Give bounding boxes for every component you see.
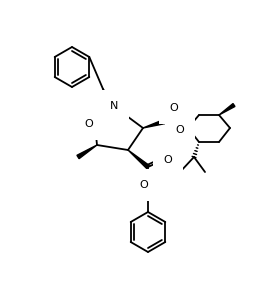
Polygon shape (128, 150, 149, 169)
Text: O: O (176, 125, 184, 135)
Text: N: N (110, 101, 118, 111)
Polygon shape (77, 145, 97, 159)
Text: O: O (170, 103, 178, 113)
Polygon shape (219, 103, 235, 115)
Text: O: O (140, 180, 148, 190)
Text: O: O (85, 119, 93, 129)
Polygon shape (143, 120, 164, 128)
Text: O: O (164, 155, 172, 165)
